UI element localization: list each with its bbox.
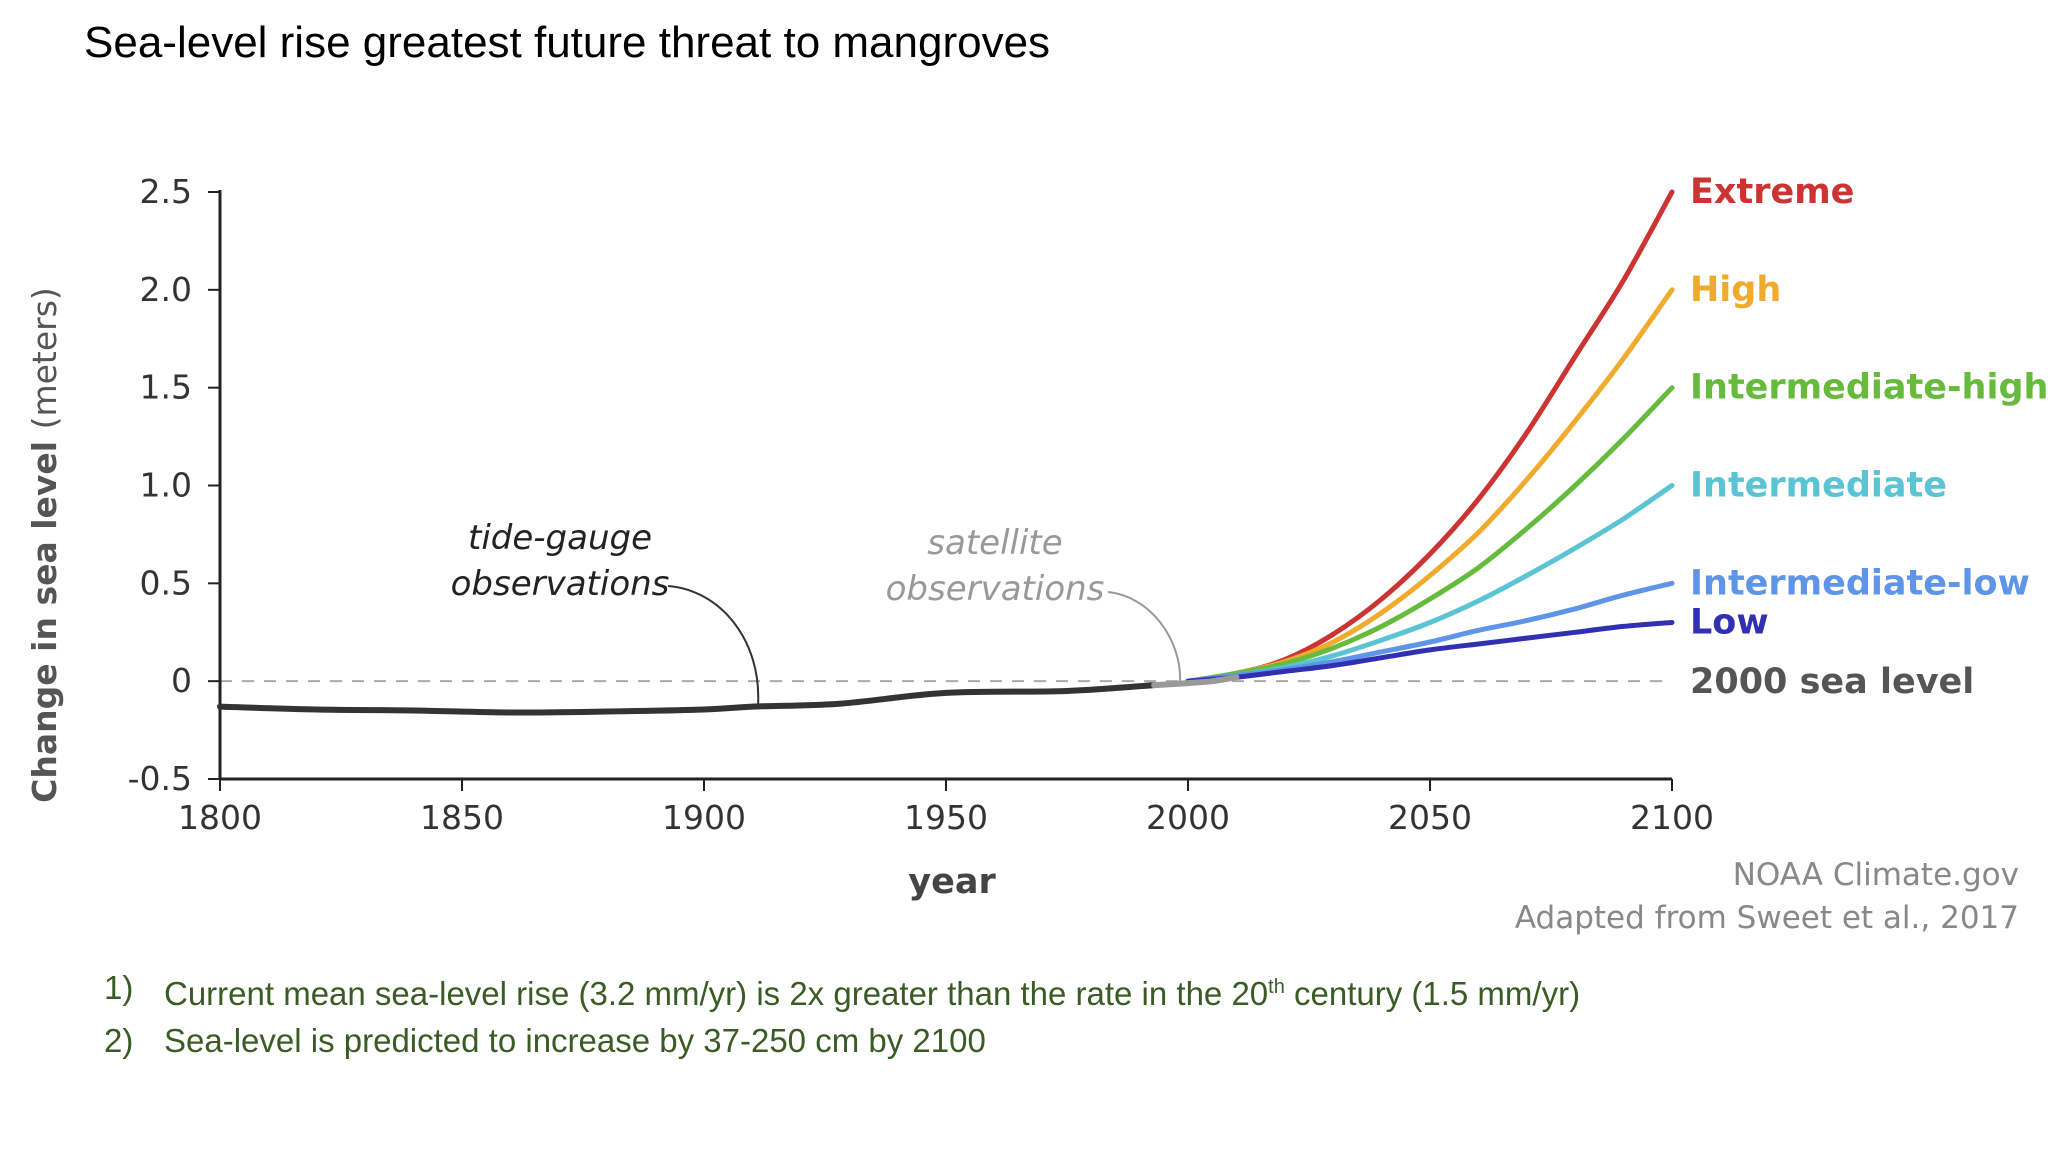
series-line bbox=[1185, 189, 1675, 684]
x-tick-label: 1900 bbox=[662, 798, 746, 837]
baseline-label: 2000 sea level bbox=[1690, 662, 1974, 702]
x-tick-label: 2050 bbox=[1388, 798, 1472, 837]
series-label: Low bbox=[1690, 602, 1769, 642]
x-tick-label: 2000 bbox=[1146, 798, 1230, 837]
series-lines bbox=[217, 189, 1675, 716]
x-tick-label: 2100 bbox=[1630, 798, 1714, 837]
y-tick-label: 1.0 bbox=[140, 466, 192, 505]
series-line bbox=[1185, 620, 1675, 684]
x-axis-label: year bbox=[908, 862, 996, 902]
series-line bbox=[1185, 385, 1675, 684]
sea-level-chart: -0.5 0 0.5 1.0 1.5 2.0 2.5 1800 1850 1900 1950 2000… bbox=[25, 172, 2048, 936]
series-label: High bbox=[1690, 270, 1781, 310]
annotation-tide-line1: tide-gauge bbox=[468, 518, 652, 558]
note-number: 1) bbox=[104, 969, 134, 1006]
slide-title: Sea-level rise greatest future threat to… bbox=[84, 18, 1051, 67]
x-tick-label: 1950 bbox=[904, 798, 988, 837]
annotation-tide-line2: observations bbox=[451, 564, 670, 604]
observation-line bbox=[1151, 674, 1240, 689]
x-tick-label: 1800 bbox=[178, 798, 262, 837]
series-label: Intermediate-low bbox=[1690, 563, 2030, 603]
note-number: 2) bbox=[104, 1022, 134, 1059]
y-axis-label: Change in sea level (meters) bbox=[25, 287, 64, 803]
annotation-tide-arrow bbox=[667, 585, 760, 707]
notes-list: 1) Current mean sea-level rise (3.2 mm/y… bbox=[104, 964, 1580, 1064]
credit-adapted: Adapted from Sweet et al., 2017 bbox=[1515, 900, 2019, 936]
credit-source: NOAA Climate.gov bbox=[1733, 857, 2019, 893]
note-item: 1) Current mean sea-level rise (3.2 mm/y… bbox=[104, 964, 1580, 1017]
x-tick-label: 1850 bbox=[420, 798, 504, 837]
annotations: tide-gauge observations satellite observati… bbox=[451, 518, 1182, 707]
note-text: Current mean sea-level rise (3.2 mm/yr) … bbox=[164, 975, 1581, 1012]
y-tick-label: 0 bbox=[171, 661, 192, 700]
note-text: Sea-level is predicted to increase by 37… bbox=[164, 1022, 986, 1059]
series-label: Intermediate-high bbox=[1690, 368, 2048, 408]
observation-line bbox=[217, 682, 1158, 716]
annotation-satellite-line1: satellite bbox=[927, 523, 1062, 563]
series-labels: 2000 sea level Extreme High Intermediate-hi… bbox=[1690, 172, 2048, 702]
y-tick-label: 1.5 bbox=[140, 368, 192, 407]
series-label: Intermediate bbox=[1690, 466, 1947, 506]
note-item: 2) Sea-level is predicted to increase by… bbox=[104, 1017, 1580, 1064]
axes-layer: -0.5 0 0.5 1.0 1.5 2.0 2.5 1800 1850 1900 1950 2000… bbox=[128, 172, 1714, 837]
annotation-satellite-arrow bbox=[1107, 591, 1182, 683]
annotation-satellite-line2: observations bbox=[886, 569, 1105, 609]
y-tick-label: 0.5 bbox=[140, 563, 192, 602]
series-label: Extreme bbox=[1690, 172, 1854, 212]
y-tick-label: 2.5 bbox=[140, 172, 192, 211]
y-tick-label: -0.5 bbox=[128, 759, 192, 798]
y-tick-label: 2.0 bbox=[140, 270, 192, 309]
